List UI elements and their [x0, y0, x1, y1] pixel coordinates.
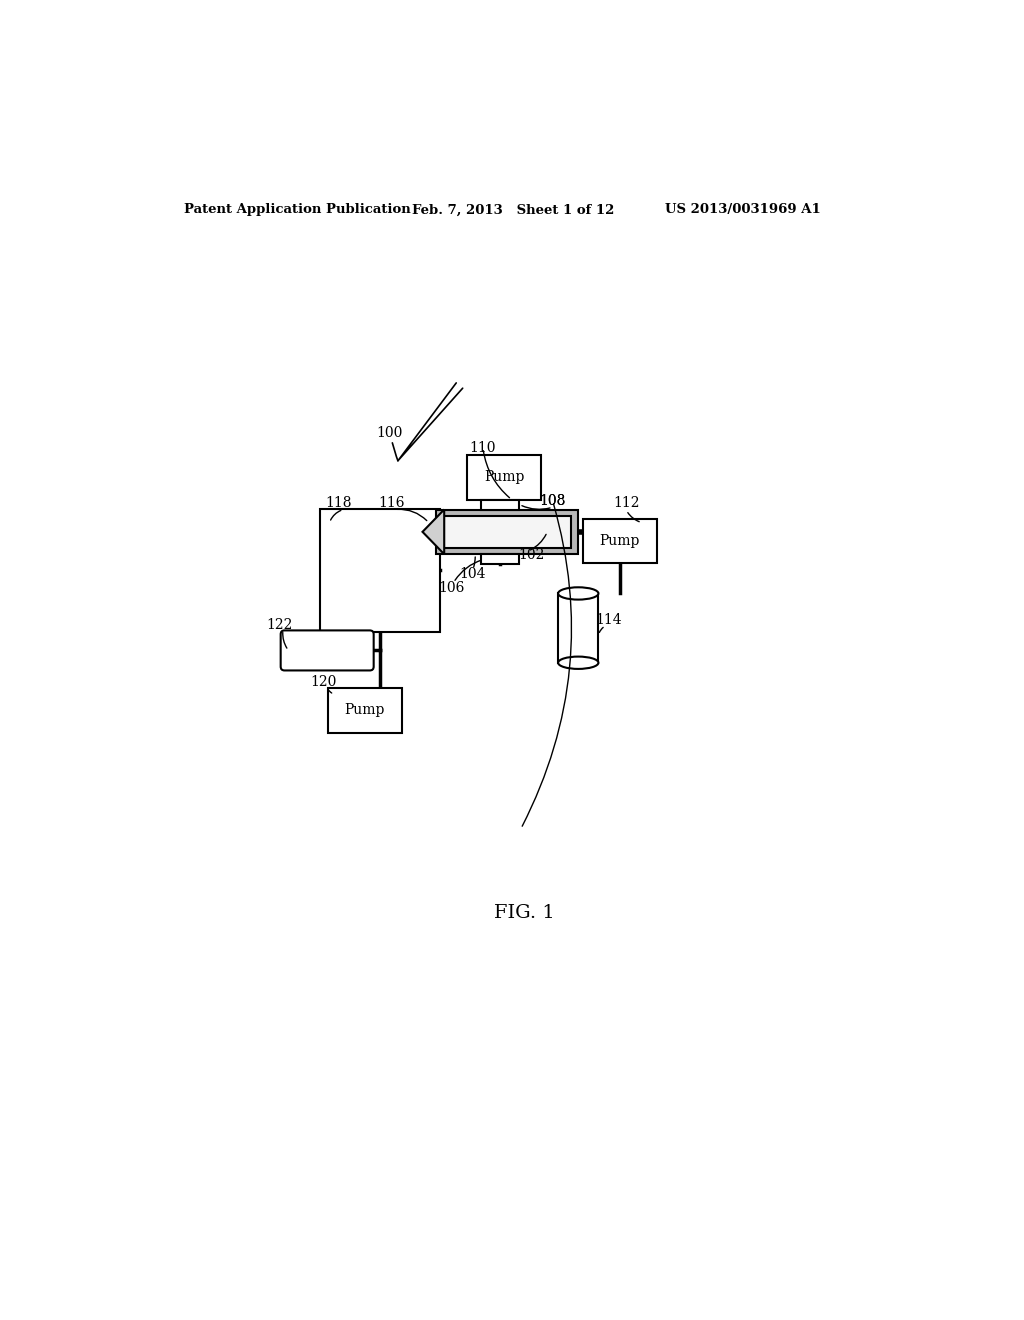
Bar	[480, 554, 519, 564]
Text: FIG. 1: FIG. 1	[495, 904, 555, 921]
Text: 104: 104	[460, 568, 486, 581]
Bar	[467, 455, 541, 499]
Text: 106: 106	[438, 581, 465, 595]
Text: Pump: Pump	[599, 535, 640, 548]
Bar	[321, 508, 440, 632]
Text: 116: 116	[378, 496, 404, 511]
Ellipse shape	[558, 587, 598, 599]
FancyBboxPatch shape	[281, 631, 374, 671]
Bar	[583, 519, 656, 564]
Ellipse shape	[558, 656, 598, 669]
Text: 102: 102	[518, 548, 544, 562]
Polygon shape	[423, 510, 444, 554]
Text: 118: 118	[326, 496, 352, 511]
Text: 114: 114	[595, 614, 622, 627]
Text: Pump: Pump	[484, 470, 524, 484]
Text: 122: 122	[266, 618, 292, 632]
Text: 112: 112	[613, 496, 640, 511]
Bar	[558, 594, 598, 663]
Bar	[436, 510, 578, 554]
Text: 110: 110	[470, 441, 497, 455]
Bar	[444, 516, 570, 548]
Text: 100: 100	[377, 425, 403, 440]
Text: Feb. 7, 2013   Sheet 1 of 12: Feb. 7, 2013 Sheet 1 of 12	[413, 203, 614, 216]
Text: 120: 120	[310, 675, 337, 689]
Text: Patent Application Publication: Patent Application Publication	[183, 203, 411, 216]
Bar	[328, 688, 401, 733]
Text: 108: 108	[540, 494, 566, 508]
Bar	[480, 499, 519, 510]
Text: Pump: Pump	[344, 704, 385, 718]
Text: 108: 108	[540, 494, 566, 508]
Text: US 2013/0031969 A1: US 2013/0031969 A1	[665, 203, 821, 216]
